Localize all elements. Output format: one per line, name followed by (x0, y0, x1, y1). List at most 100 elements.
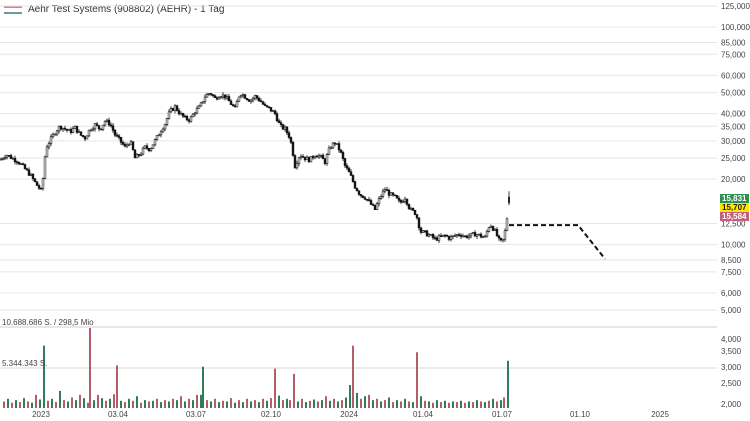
price-tick-label: 25,000 (721, 154, 746, 163)
volume-bar (456, 402, 458, 408)
volume-bar (452, 401, 454, 408)
volume-bar (266, 400, 268, 408)
candle (185, 114, 189, 122)
volume-bar (71, 397, 73, 408)
candle (343, 157, 347, 168)
price-tick-label: 85,000 (721, 38, 746, 47)
volume-bar (226, 401, 228, 408)
candle (169, 106, 173, 114)
candle (421, 230, 425, 233)
candle (113, 128, 117, 138)
candle (359, 194, 363, 198)
candle (123, 142, 127, 148)
volume-bar (428, 401, 430, 408)
candle (429, 233, 433, 236)
candle (89, 128, 93, 132)
candle (111, 123, 115, 133)
price-tick-label: 125,000 (721, 2, 750, 11)
volume-bar (172, 398, 174, 408)
candle (243, 93, 247, 99)
candle (491, 225, 495, 232)
x-tick-label: 03.07 (186, 410, 207, 419)
volume-bar (75, 400, 77, 408)
candle (71, 126, 75, 134)
volume-bar (297, 401, 299, 408)
candle (97, 125, 101, 132)
volume-bar (148, 401, 150, 408)
candle (471, 231, 475, 234)
volume-bar (89, 328, 91, 408)
volume-bar (218, 402, 220, 408)
candle (501, 238, 505, 243)
volume-bar (238, 400, 240, 408)
volume-bar (352, 345, 354, 408)
svg-text:15,584: 15,584 (722, 212, 747, 221)
candle (487, 226, 491, 233)
candle (293, 154, 297, 169)
candle (119, 136, 123, 146)
candle (271, 109, 275, 113)
volume-bar (313, 399, 315, 408)
candle (117, 133, 121, 140)
svg-text:15,831: 15,831 (722, 194, 747, 203)
volume-bar (23, 398, 25, 408)
candle (419, 226, 423, 235)
candle (79, 131, 83, 137)
volume-bar (210, 401, 212, 408)
volume-bar (128, 398, 130, 408)
candle (73, 125, 77, 129)
volume-bar (113, 394, 115, 408)
candle (333, 142, 337, 147)
candle (469, 232, 473, 239)
candle (385, 186, 389, 191)
candle-last (508, 191, 510, 206)
volume-bar (270, 398, 272, 408)
candle (59, 125, 63, 131)
candle (139, 152, 143, 157)
candle (235, 99, 239, 108)
volume-bar (83, 398, 85, 408)
candle (95, 122, 99, 127)
volume-bar (349, 385, 351, 408)
candle (327, 145, 331, 156)
volume-bar (59, 390, 61, 408)
candle (133, 149, 137, 159)
candle (171, 107, 175, 111)
volume-bar (109, 398, 111, 408)
candle (401, 199, 405, 203)
volume-bar (105, 400, 107, 408)
candle (43, 155, 47, 180)
candle (423, 230, 427, 234)
candle (135, 152, 139, 159)
candle (473, 230, 477, 237)
candle (39, 187, 43, 190)
candle (455, 234, 459, 239)
candle (465, 234, 469, 239)
candle (47, 141, 51, 150)
candle (209, 92, 213, 97)
svg-text:15,707: 15,707 (722, 203, 747, 212)
candle (153, 138, 157, 147)
candle (115, 132, 119, 138)
candle (475, 233, 479, 239)
volume-bar (392, 402, 394, 408)
price-tick-label: 100,000 (721, 23, 750, 32)
volume-bar (278, 395, 280, 408)
price-tick-label: 20,000 (721, 175, 746, 184)
candle (255, 94, 259, 101)
volume-bar (51, 398, 53, 408)
candle (489, 224, 493, 228)
candle (29, 172, 33, 177)
volume-bar (192, 400, 194, 408)
volume-bar (345, 397, 347, 408)
volume-bar (97, 394, 99, 408)
candle (371, 202, 375, 206)
candle (319, 154, 323, 159)
candle (99, 128, 103, 131)
volume-bar (234, 402, 236, 408)
candle (57, 125, 61, 134)
volume-bar (258, 402, 260, 408)
volume-bar (120, 400, 122, 408)
volume-bar (132, 400, 134, 408)
